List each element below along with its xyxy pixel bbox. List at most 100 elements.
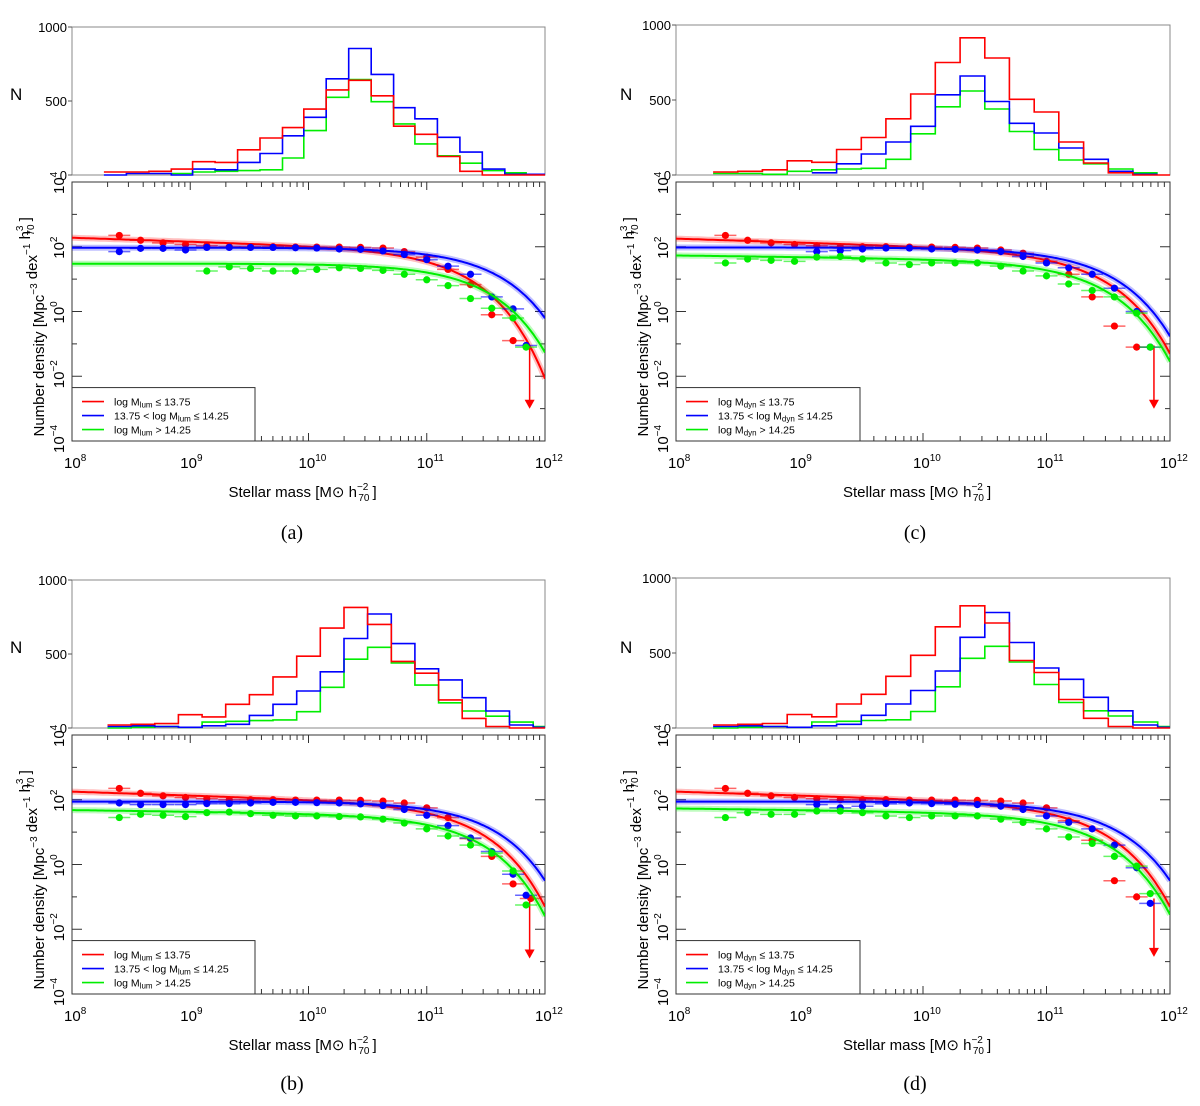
legend-label-part: ≤ 14.25 bbox=[191, 964, 229, 976]
data-point bbox=[423, 276, 431, 284]
legend-label-sub: dyn bbox=[744, 429, 757, 438]
legend-label-part: > 14.25 bbox=[757, 425, 795, 437]
histogram-ylabel: N bbox=[620, 85, 632, 104]
fit-curve-low bbox=[72, 236, 545, 379]
legend-box bbox=[675, 940, 861, 995]
data-point bbox=[1133, 343, 1141, 351]
fit-band-high bbox=[72, 260, 545, 354]
data-point bbox=[400, 250, 408, 259]
smf-xtick-label-base: 10 bbox=[668, 1008, 685, 1025]
data-point bbox=[444, 822, 452, 830]
data-point bbox=[115, 799, 123, 807]
histogram-step-low bbox=[713, 605, 1170, 729]
data-point bbox=[997, 802, 1005, 810]
data-point bbox=[136, 236, 145, 244]
smf-ytick-label-base: 10 bbox=[655, 436, 672, 453]
smf-ytick-label-group: 10−4 bbox=[653, 424, 672, 453]
smf-xlabel-part: Stellar mass [M⊙ bbox=[229, 484, 349, 501]
data-point bbox=[790, 793, 799, 802]
data-point bbox=[1019, 799, 1027, 807]
smf-ytick-label-group: 100 bbox=[49, 854, 68, 877]
data-point bbox=[400, 805, 408, 814]
data-point bbox=[400, 270, 408, 278]
data-point bbox=[790, 810, 799, 818]
data-point bbox=[858, 245, 867, 253]
data-point bbox=[115, 784, 123, 793]
data-point bbox=[115, 248, 123, 256]
panel-caption: (b) bbox=[280, 1073, 304, 1095]
smf-ylabel: Number density [Mpc−3 dex−1 h370 ] bbox=[619, 217, 652, 436]
smf-ytick-label-base: 10 bbox=[51, 242, 68, 259]
data-point bbox=[973, 801, 981, 809]
data-point bbox=[973, 246, 981, 254]
data-point bbox=[400, 799, 408, 807]
smf-ytick-label-exp: −2 bbox=[653, 360, 664, 372]
data-point bbox=[269, 811, 277, 819]
smf-ylabel-part: ] bbox=[17, 217, 34, 221]
smf-xtick-label-exp: 12 bbox=[552, 453, 564, 464]
smf-xtick-label: 108 bbox=[668, 1006, 691, 1025]
smf-xtick-label: 1011 bbox=[417, 453, 445, 472]
smf-ylabel-part: Number density [ bbox=[635, 875, 652, 989]
smf-series-area bbox=[72, 784, 545, 959]
legend-label-sub: dyn bbox=[744, 954, 757, 963]
smf-ylabel-part: −3 bbox=[633, 283, 644, 295]
smf-xtick-label: 1010 bbox=[299, 453, 327, 472]
smf-ytick-label-exp: 0 bbox=[653, 301, 664, 307]
smf-ytick-label-exp: 4 bbox=[49, 724, 60, 730]
smf-ytick-label-base: 10 bbox=[51, 177, 68, 194]
legend-label-part: ≤ 13.75 bbox=[153, 950, 191, 962]
legend-label-part: log M bbox=[114, 425, 140, 437]
histogram-ylabel: N bbox=[10, 85, 22, 104]
panel-caption: (a) bbox=[280, 522, 304, 544]
legend-label-part: 13.75 < log M bbox=[114, 411, 178, 423]
smf-ytick-label: 10−4 bbox=[653, 424, 672, 453]
smf-xtick-label: 1010 bbox=[913, 453, 941, 472]
smf-xtick-label-exp: 10 bbox=[315, 1006, 327, 1017]
data-point bbox=[522, 901, 530, 909]
data-point bbox=[335, 245, 343, 253]
smf-ylabel-group: Number density [Mpc−3 dex−1 h370 ] bbox=[15, 770, 48, 989]
legend-label: log Mlum > 14.25 bbox=[114, 425, 191, 438]
smf-ytick-label-exp: 0 bbox=[653, 854, 664, 860]
smf-ytick-label: 102 bbox=[49, 789, 68, 812]
histogram-ytick-label: 500 bbox=[45, 647, 67, 662]
smf-xtick-label-exp: 9 bbox=[806, 453, 812, 464]
data-point bbox=[356, 245, 365, 253]
data-point bbox=[136, 244, 145, 252]
data-point bbox=[1088, 270, 1096, 278]
data-point bbox=[721, 813, 729, 822]
smf-ytick-label: 100 bbox=[653, 301, 672, 324]
smf-ylabel-part: Mpc bbox=[635, 847, 652, 876]
data-point bbox=[269, 798, 277, 806]
smf-xlabel-part: Stellar mass [M⊙ bbox=[843, 484, 963, 501]
smf-ytick-label-exp: −4 bbox=[49, 977, 60, 989]
smf-ytick-label-exp: −2 bbox=[49, 913, 60, 925]
smf-ylabel-part: −3 bbox=[633, 836, 644, 848]
data-point bbox=[423, 811, 431, 819]
data-point bbox=[1019, 805, 1027, 814]
smf-ytick-label: 10−2 bbox=[49, 360, 68, 389]
smf-xtick-label-exp: 8 bbox=[685, 453, 691, 464]
smf-xtick-label-exp: 9 bbox=[197, 453, 203, 464]
legend-label: 13.75 < log Mdyn ≤ 14.25 bbox=[718, 411, 833, 424]
data-point bbox=[813, 807, 821, 815]
histogram-ytick-label: 0 bbox=[664, 168, 671, 183]
data-point bbox=[136, 810, 145, 818]
smf-series-area bbox=[676, 231, 1170, 409]
data-point bbox=[858, 255, 867, 263]
smf-ytick-label-base: 10 bbox=[655, 860, 672, 877]
smf-ytick-label-group: 100 bbox=[653, 301, 672, 324]
legend-label-sub: lum bbox=[178, 968, 191, 977]
smf-xtick-label-base: 10 bbox=[64, 455, 81, 472]
smf-ytick-label-exp: 0 bbox=[49, 854, 60, 860]
data-point bbox=[444, 262, 452, 270]
data-point bbox=[423, 825, 431, 833]
upper-limit-arrow bbox=[1148, 947, 1159, 957]
smf-xlabel-part: Stellar mass [M⊙ bbox=[229, 1037, 349, 1054]
data-point bbox=[225, 808, 233, 816]
data-point bbox=[928, 812, 936, 820]
data-point bbox=[379, 801, 387, 810]
